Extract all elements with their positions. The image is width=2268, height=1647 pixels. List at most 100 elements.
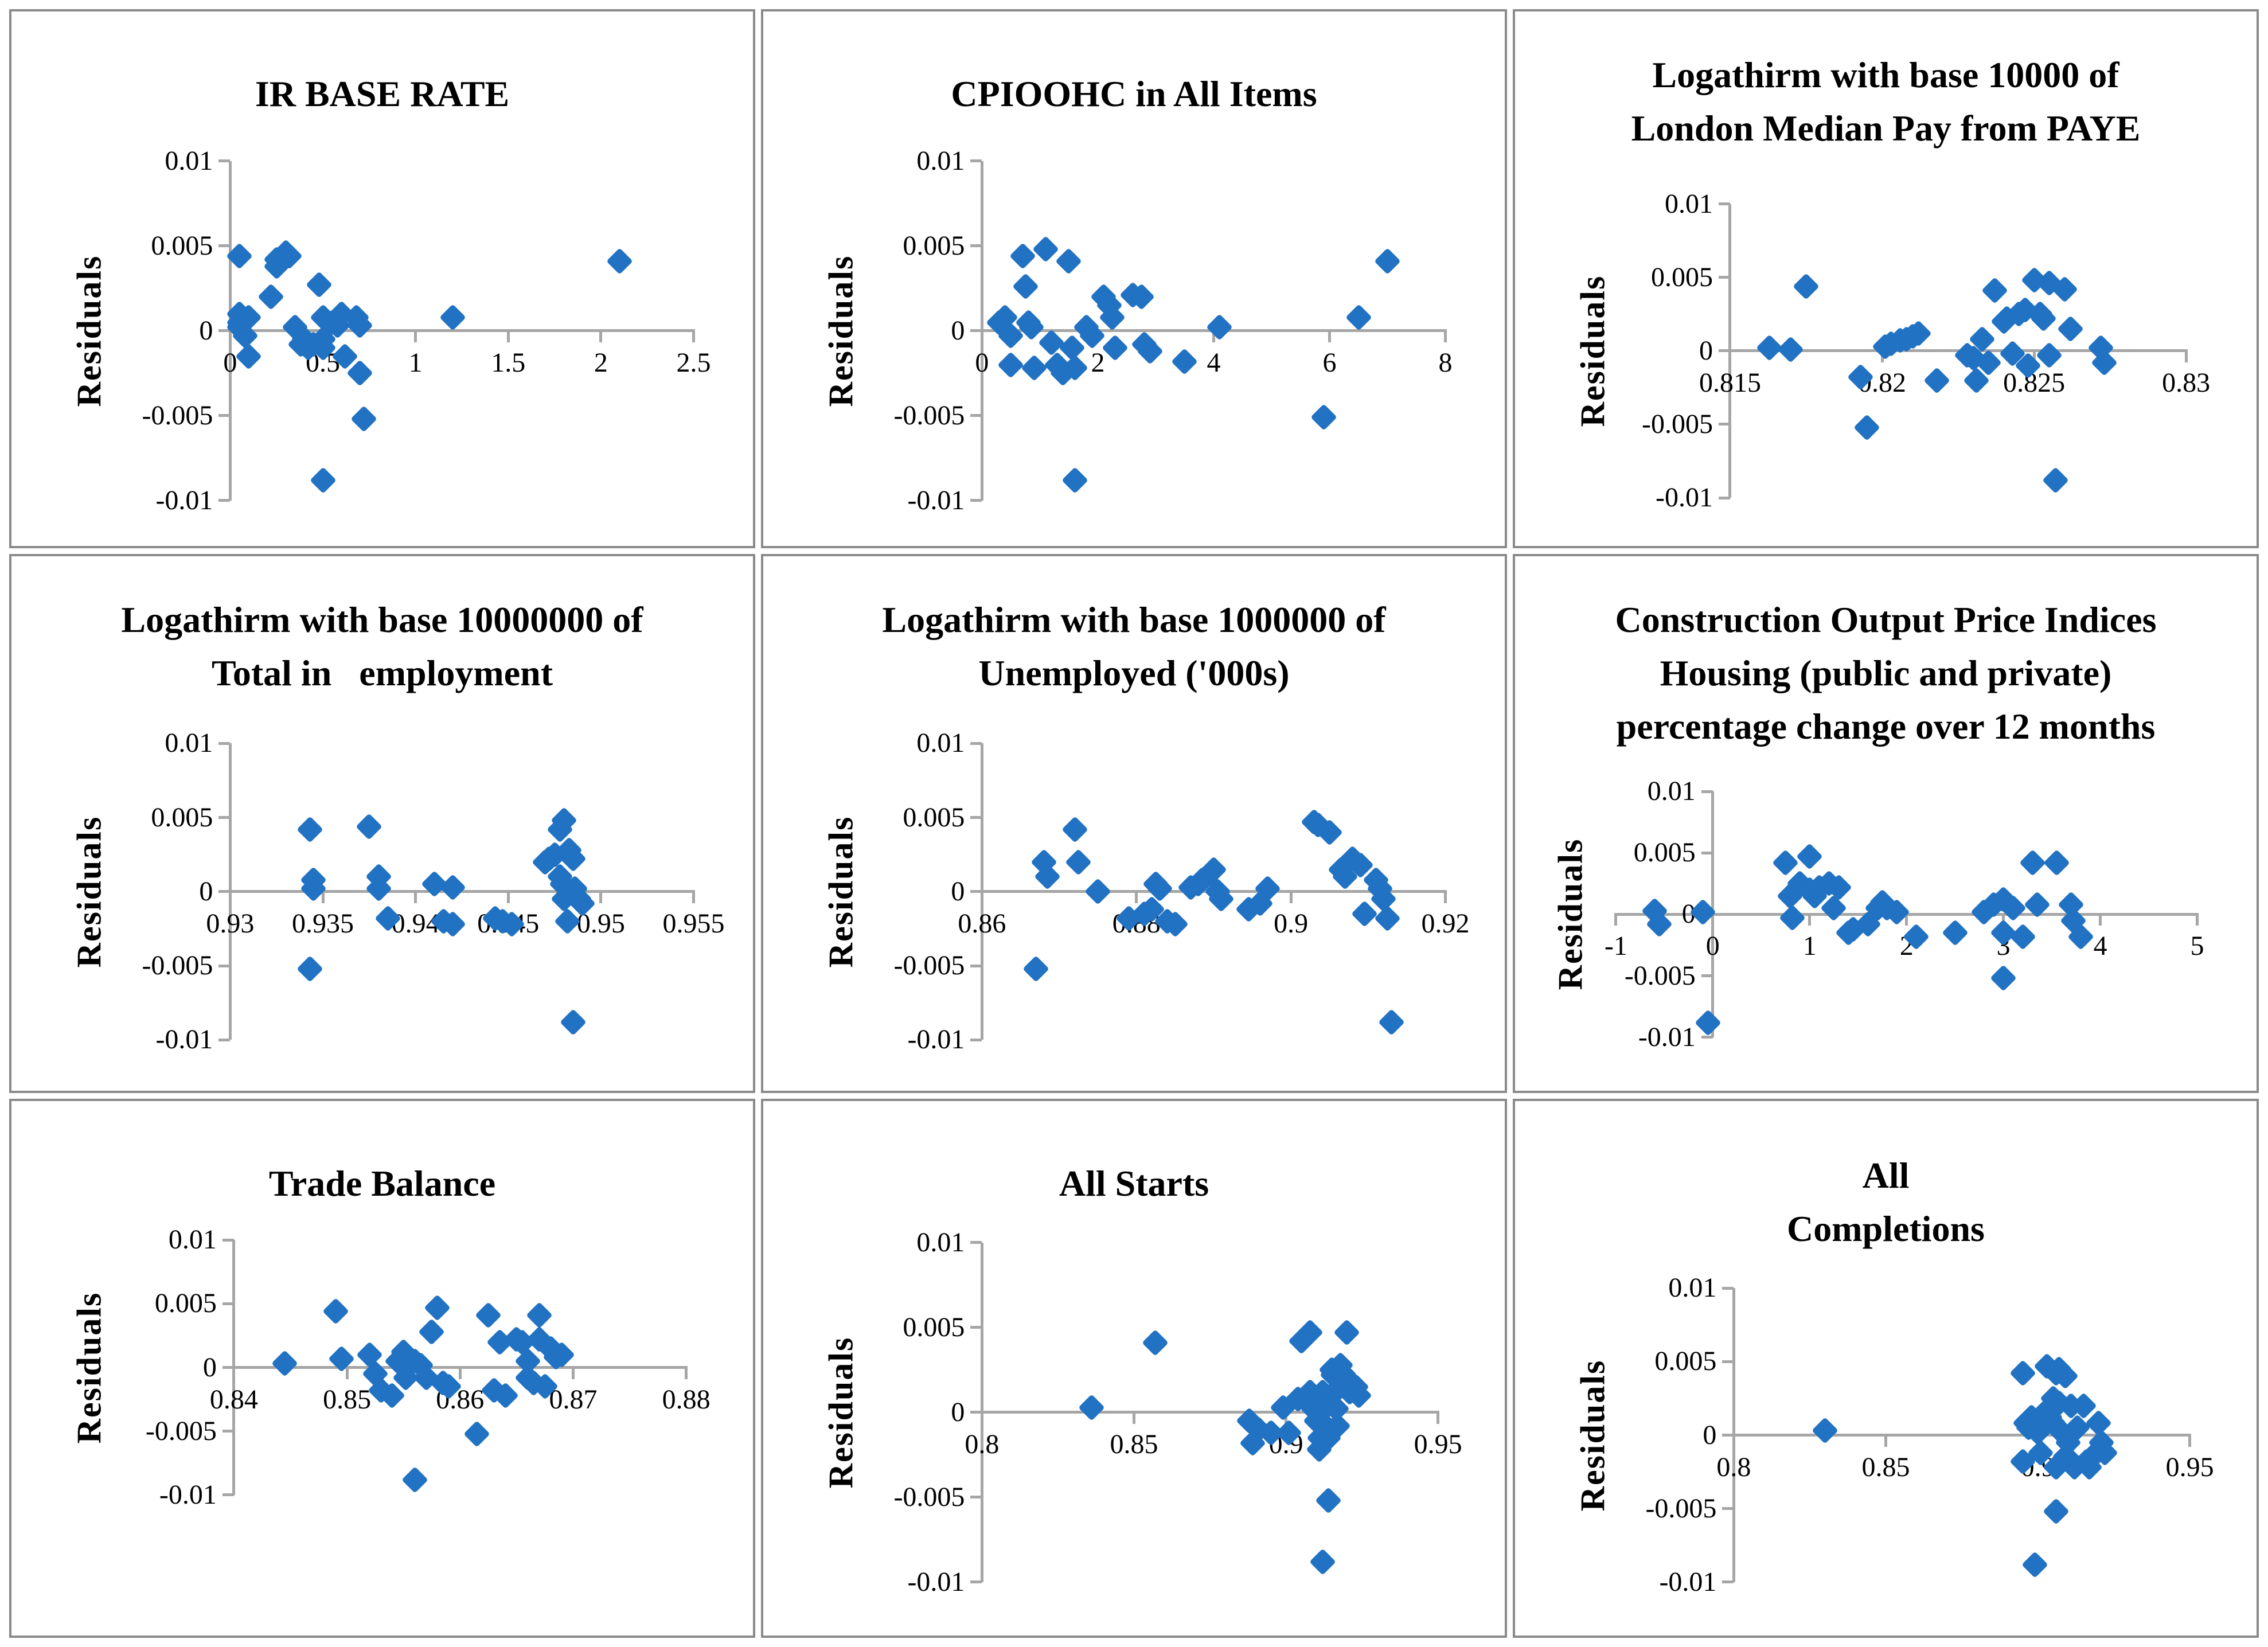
data-point-marker <box>1078 1394 1105 1421</box>
x-tick-mark <box>506 330 510 342</box>
data-point-marker <box>439 873 466 901</box>
x-tick-mark <box>599 891 603 903</box>
x-tick-mark <box>1444 891 1447 903</box>
data-point-marker <box>2009 1360 2036 1387</box>
x-tick-mark <box>692 891 696 903</box>
y-tick-label: -0.01 <box>1655 482 1713 513</box>
data-point-marker <box>350 405 377 433</box>
y-tick-mark <box>1718 349 1730 353</box>
x-tick-label: 2 <box>594 347 608 378</box>
x-tick-mark <box>2184 350 2188 362</box>
y-tick-label: 0.01 <box>1664 188 1713 219</box>
x-tick-label: 0.955 <box>662 908 725 939</box>
x-tick-label: 2.5 <box>676 347 711 378</box>
x-tick-mark <box>980 1412 983 1424</box>
y-tick-label: 0.005 <box>903 802 965 833</box>
chart-plot-area: Residuals 0.01 0.005 0 -0.005 -0.01 -1 0 1 2 3 4 5 <box>1515 556 2257 1091</box>
x-tick-mark <box>414 891 417 903</box>
y-tick-mark <box>970 1241 982 1244</box>
x-tick-label: 0.86 <box>958 908 1006 939</box>
panel-all-completions: All Completions Residuals 0.01 0.005 0 -0.0… <box>1513 1099 2259 1638</box>
data-point-marker <box>1333 1319 1360 1347</box>
data-point-marker <box>424 1294 451 1321</box>
x-tick-mark <box>1884 1435 1887 1447</box>
data-point-marker <box>1032 236 1059 263</box>
data-point-marker <box>1981 277 2008 305</box>
y-tick-mark <box>1718 202 1730 206</box>
y-tick-mark <box>970 964 982 967</box>
y-tick-mark <box>222 1493 234 1497</box>
y-tick-label: 0 <box>951 876 965 907</box>
y-tick-label: 0 <box>951 315 965 346</box>
y-tick-mark <box>1722 1507 1734 1511</box>
x-tick-label: 0.815 <box>1699 367 1761 398</box>
y-tick-label: -0.005 <box>145 1415 217 1446</box>
chart-plot-area: Residuals 0.01 0.005 0 -0.005 -0.01 0.8 0.85 0.… <box>1515 1101 2257 1636</box>
chart-title: All Starts <box>1059 1162 1209 1204</box>
data-point-marker <box>1796 843 1824 871</box>
data-point-marker <box>1778 904 1806 932</box>
x-tick-label: 0 <box>975 347 989 378</box>
y-tick-label: 0.01 <box>916 728 965 759</box>
y-tick-mark <box>222 1302 234 1305</box>
data-point-marker <box>1061 466 1088 494</box>
chart-title: Logathirm with base 1000000 of Unemploye… <box>882 599 1386 694</box>
x-tick-label: 0.85 <box>323 1384 372 1415</box>
x-tick-mark <box>321 891 325 903</box>
y-tick-label: -0.01 <box>155 1024 213 1055</box>
data-point-marker <box>1990 965 2017 992</box>
panel-total-in-employment: Logathirm with base 10000000 of Total in… <box>9 554 755 1093</box>
y-tick-label: 0 <box>1681 899 1696 930</box>
x-tick-label: 0.85 <box>1861 1451 1910 1482</box>
x-tick-label: 1.5 <box>491 347 526 378</box>
y-tick-label: -0.01 <box>159 1479 217 1510</box>
x-tick-mark <box>1285 1412 1288 1424</box>
chart-plot-area: Residuals 0.01 0.005 0 -0.005 -0.01 0.8 0.85 0.… <box>763 1101 1505 1636</box>
data-point-marker <box>560 1009 587 1036</box>
y-tick-label: 0.005 <box>1633 837 1696 868</box>
y-tick-label: -0.005 <box>1624 960 1696 991</box>
data-point-marker <box>2041 467 2069 494</box>
x-tick-label: 0 <box>1705 931 1720 962</box>
panel-cpioohc-all-items: CPIOOHC in All Items Residuals 0.01 0.005… <box>761 9 1507 548</box>
y-tick-mark <box>218 499 231 502</box>
chart-plot-area: Residuals 0.01 0.005 0 -0.005 -0.01 0.815 0.82… <box>1515 11 2257 546</box>
data-point-marker <box>1022 955 1050 982</box>
data-point-marker <box>401 1466 428 1493</box>
panel-construction-output-price: Construction Output Price Indices Housin… <box>1513 554 2259 1093</box>
chart-title: Logathirm with base 10000000 of Total in… <box>121 599 643 694</box>
x-tick-mark <box>1732 1435 1735 1447</box>
y-tick-mark <box>218 741 231 745</box>
y-tick-mark <box>218 890 231 893</box>
y-tick-mark <box>970 244 982 248</box>
x-tick-mark <box>1711 914 1715 926</box>
x-tick-label: 5 <box>2190 931 2204 962</box>
data-point-marker <box>1793 272 1820 300</box>
data-point-marker <box>2019 849 2046 876</box>
data-point-marker <box>306 271 333 299</box>
x-tick-mark <box>1212 330 1215 342</box>
data-point-marker <box>1009 243 1036 270</box>
data-point-marker <box>1309 1548 1336 1575</box>
y-tick-label: 0 <box>199 315 213 346</box>
y-tick-mark <box>218 329 231 333</box>
x-tick-mark <box>685 1367 688 1379</box>
y-tick-mark <box>1701 851 1713 854</box>
panel-unemployed: Logathirm with base 1000000 of Unemploye… <box>761 554 1507 1093</box>
y-tick-mark <box>970 816 982 819</box>
chart-plot-area: Residuals 0.01 0.005 0 -0.005 -0.01 0.93 0.935… <box>11 556 753 1091</box>
data-point-marker <box>356 813 383 840</box>
x-tick-mark <box>1905 914 1908 926</box>
x-tick-mark <box>506 891 510 903</box>
data-point-marker <box>606 248 633 275</box>
y-tick-label: -0.01 <box>907 1566 965 1597</box>
y-tick-label: -0.01 <box>1638 1021 1696 1052</box>
x-tick-label: 0.88 <box>662 1384 711 1415</box>
y-tick-mark <box>222 1238 234 1242</box>
data-point-marker <box>271 1350 298 1377</box>
y-tick-mark <box>1722 1434 1734 1437</box>
y-tick-mark <box>1701 790 1713 793</box>
y-tick-mark <box>970 499 982 502</box>
data-point-marker <box>1853 413 1880 441</box>
